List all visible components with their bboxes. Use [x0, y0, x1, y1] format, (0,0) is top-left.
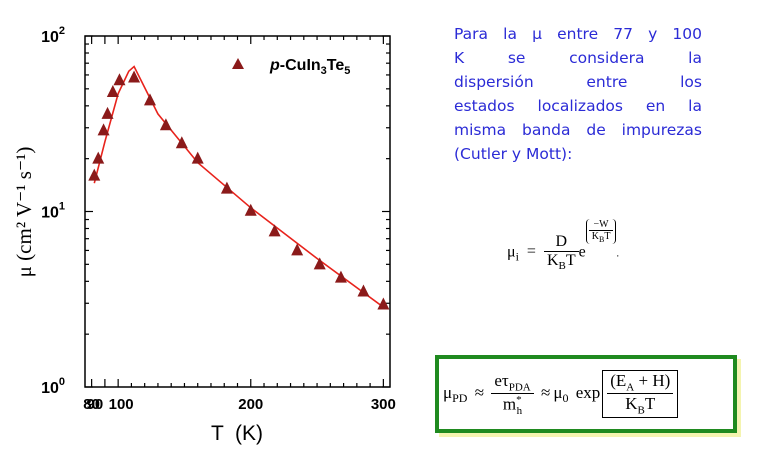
- data-point-triangle: [97, 123, 110, 136]
- formula-fraction: D KBT: [543, 233, 579, 273]
- data-point-triangle: [113, 73, 126, 86]
- description-line: (Cutler y Mott):: [454, 145, 573, 163]
- data-point-triangle: [143, 93, 156, 106]
- description-line: estados localizados en la: [454, 97, 702, 115]
- data-point-triangle: [377, 297, 390, 310]
- description-text: Para la μ entre 77 y 100 K se considera …: [454, 22, 702, 166]
- description-line: misma banda de impurezas: [454, 121, 702, 139]
- formula-eq: =: [526, 243, 536, 261]
- formula-exp-base: e: [578, 243, 586, 261]
- data-points: [88, 70, 390, 310]
- x-tick-label: 100: [109, 396, 134, 413]
- legend: p-CuIn3Te5: [232, 57, 350, 77]
- y-axis-title: μ (cm² V⁻¹ s⁻¹): [12, 147, 36, 278]
- formula-lhs: μ: [507, 243, 516, 261]
- data-point-triangle: [88, 168, 101, 181]
- data-point-triangle: [175, 136, 188, 149]
- data-point-triangle: [220, 181, 233, 194]
- plot-frame: [84, 35, 391, 388]
- data-point-triangle: [244, 203, 257, 216]
- polar-dispersion-formula: μPD ≈ eτPDA m*h ≈ μ0 exp (EA + H) KBT: [443, 370, 679, 418]
- polar-dispersion-formula-box: μPD ≈ eτPDA m*h ≈ μ0 exp (EA + H) KBT: [435, 355, 737, 433]
- x-tick-label: 300: [371, 396, 396, 413]
- formula-exp-fraction: −W KBT: [588, 219, 614, 244]
- legend-label: p-CuIn3Te5: [269, 57, 350, 77]
- y-tick-label: 101: [41, 201, 65, 222]
- y-tick-labels: 100 101 102: [41, 25, 65, 397]
- formula-numerator: D: [543, 233, 579, 252]
- y-tick-label: 100: [41, 376, 65, 397]
- data-point-triangle: [313, 257, 326, 270]
- data-point-triangle: [334, 270, 347, 283]
- data-point-triangle: [128, 70, 141, 83]
- description-line: dispersión entre los: [454, 73, 702, 91]
- formula2-exp-fraction: (EA + H) KBT: [607, 371, 674, 417]
- cutler-mott-formula: μi = D KBT e −W KBT .: [507, 219, 619, 273]
- data-point-triangle: [357, 284, 370, 297]
- x-tick-label: 80: [83, 396, 100, 413]
- x-axis-title: T (K): [211, 422, 263, 445]
- formula-lhs-sub: i: [515, 249, 519, 264]
- formula-exponent: −W KBT: [585, 219, 617, 244]
- formula2-fraction: eτPDA m*h: [491, 371, 534, 417]
- data-point-triangle: [291, 243, 304, 256]
- fit-curve: [93, 65, 384, 308]
- y-tick-label: 102: [41, 25, 65, 46]
- x-tick-label: 90: [87, 396, 104, 413]
- ticks-layer: [85, 35, 390, 388]
- data-point-triangle: [268, 224, 281, 237]
- description-line: Para la μ entre 77 y 100: [454, 25, 702, 43]
- data-point-triangle: [101, 106, 114, 119]
- data-point-triangle: [159, 118, 172, 131]
- legend-marker-triangle: [232, 58, 244, 69]
- formula-denominator: KBT: [546, 252, 576, 273]
- data-point-triangle: [106, 84, 119, 97]
- data-point-triangle: [191, 151, 204, 164]
- x-tick-label: 200: [238, 396, 263, 413]
- data-point-triangle: [92, 151, 105, 164]
- formula-tail: .: [616, 248, 619, 260]
- description-line: K se considera la: [454, 49, 702, 67]
